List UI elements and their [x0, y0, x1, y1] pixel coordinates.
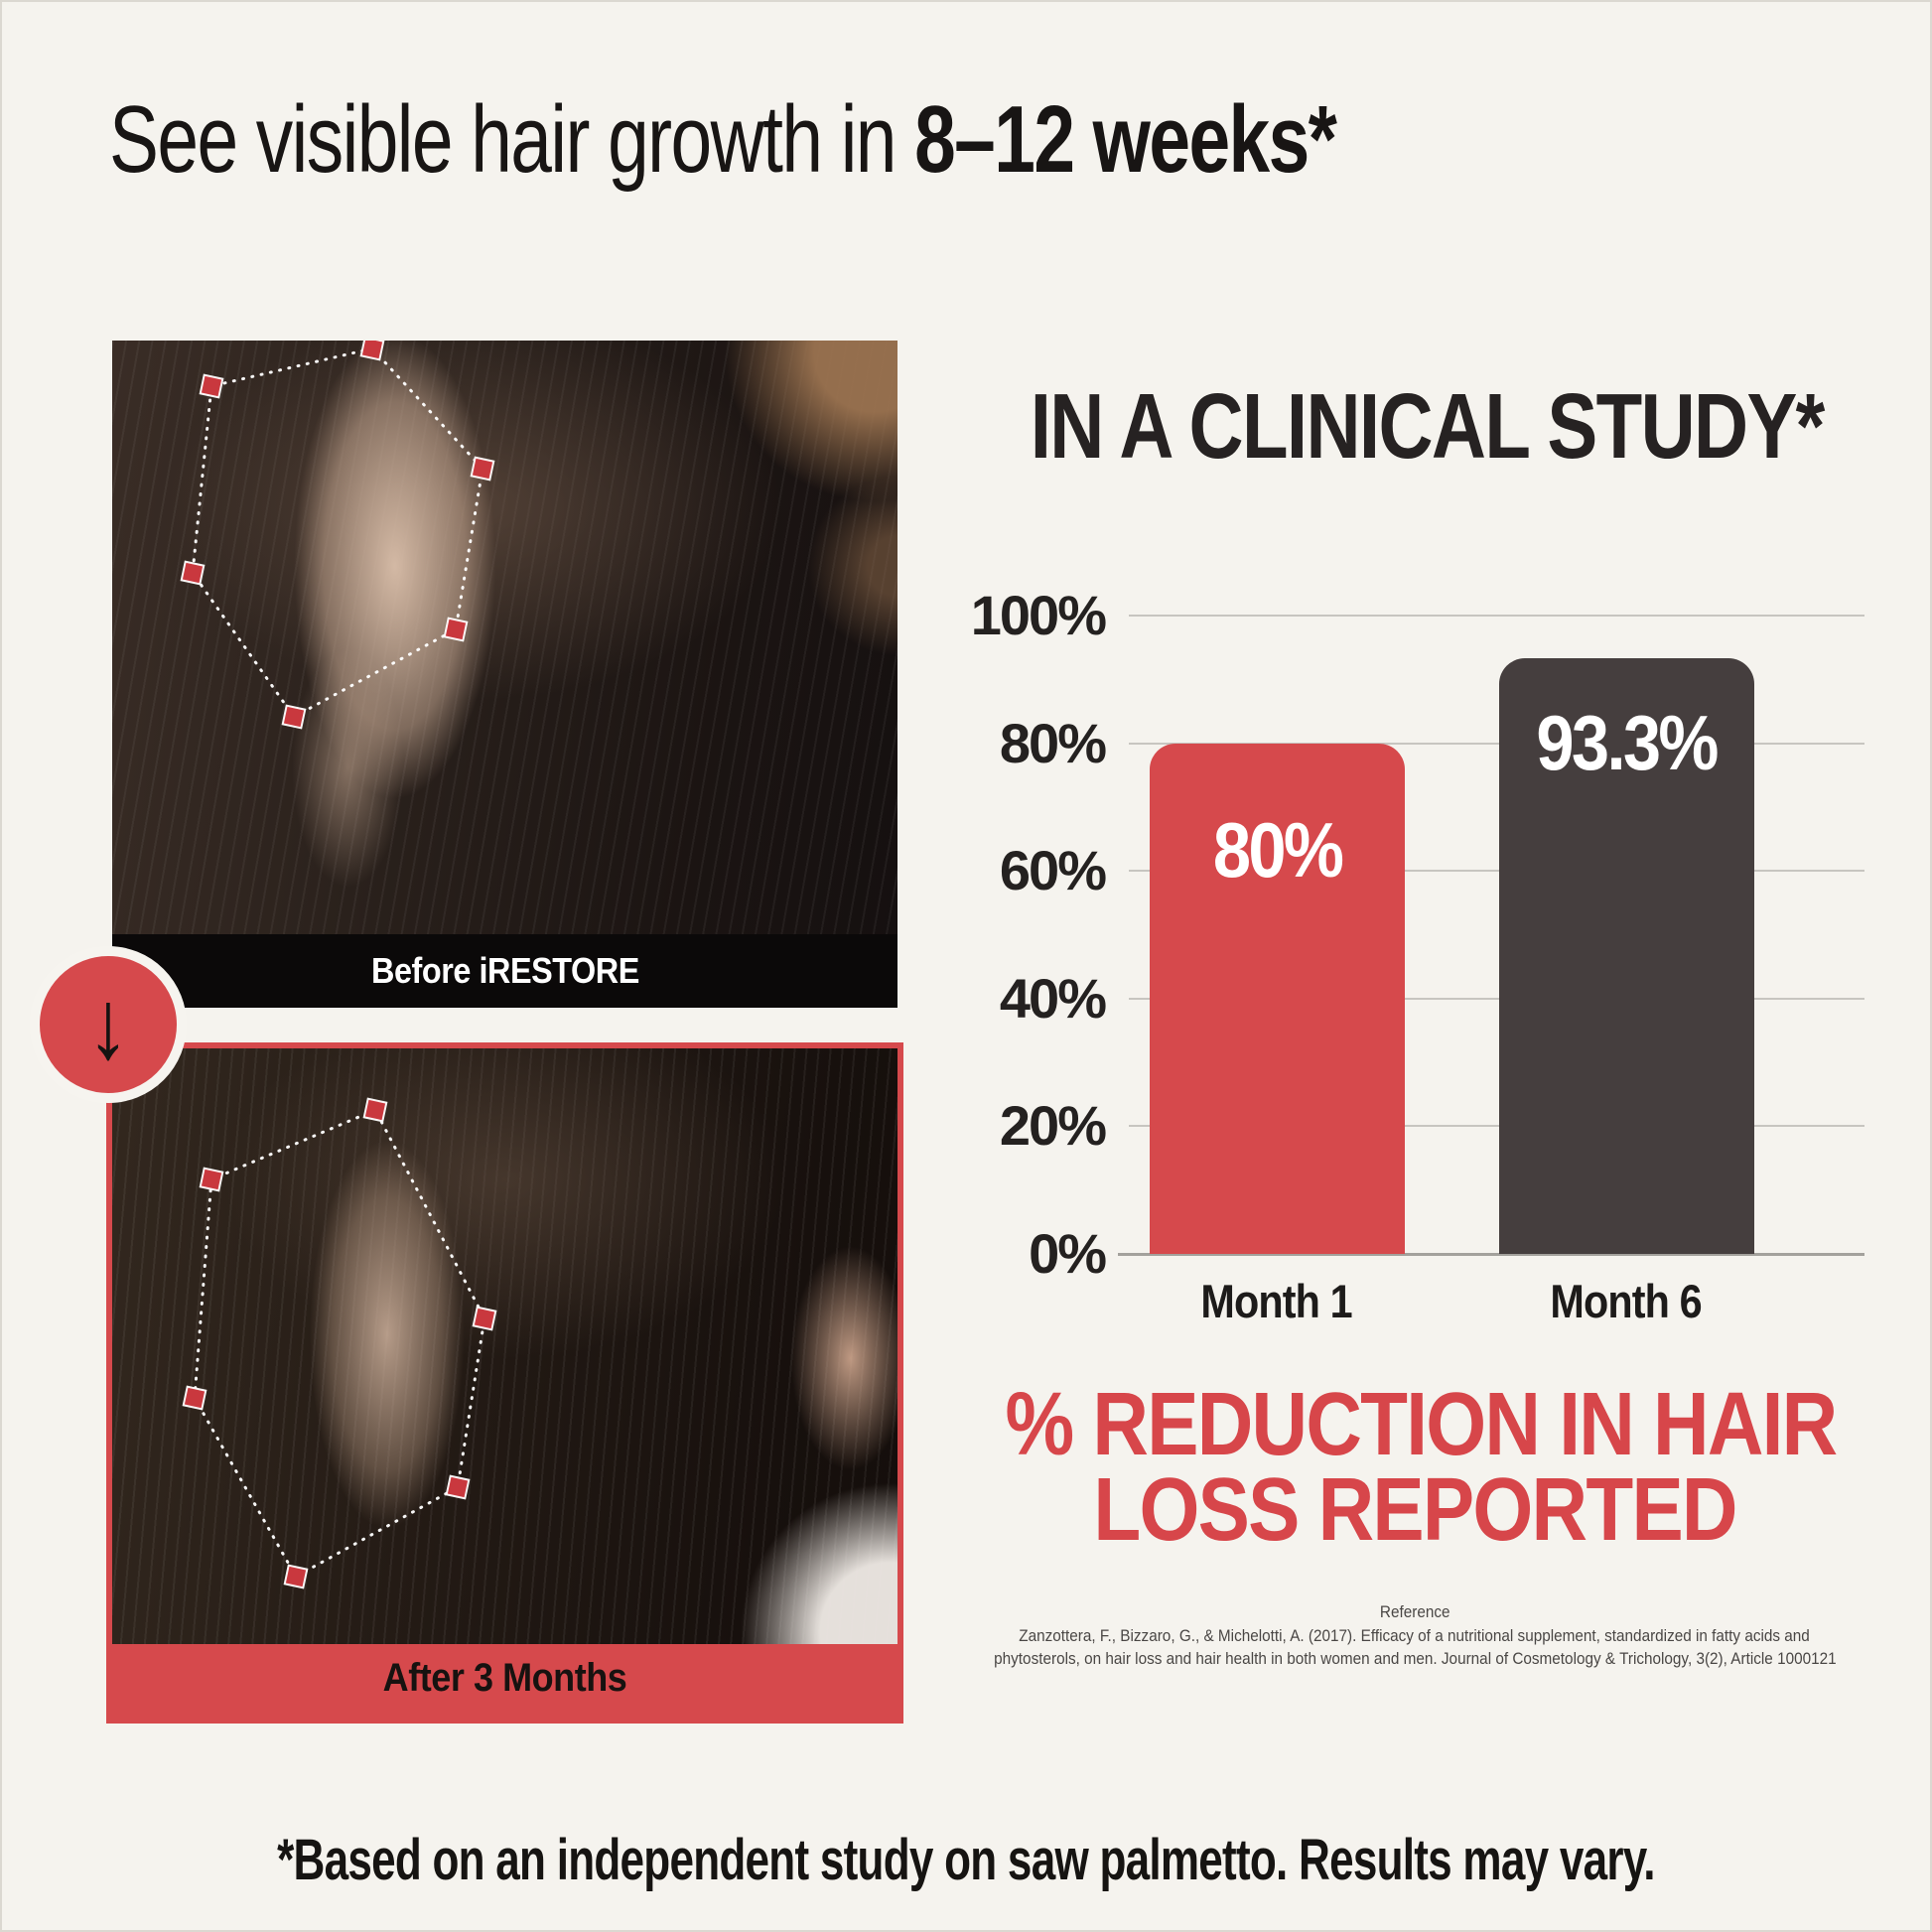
- ytick-40: 40%: [999, 967, 1107, 1030]
- bar-month-6-value: 93.3%: [1536, 699, 1720, 786]
- after-photo-frame: After 3 Months: [106, 1042, 903, 1724]
- scalp-vertex-marker: [180, 560, 206, 586]
- scalp-vertex-marker: [443, 617, 469, 642]
- gridline-100: [1129, 615, 1864, 617]
- ytick-20: 20%: [999, 1094, 1107, 1157]
- gridline-80: [1129, 743, 1864, 745]
- chart-caption-line1: % REDUCTION IN HAIR: [1005, 1375, 1839, 1474]
- bar-month-6: 93.3%: [1499, 658, 1754, 1254]
- after-caption-bar: After 3 Months: [112, 1644, 897, 1712]
- x-axis-line: [1118, 1253, 1864, 1256]
- xtick-month-6: Month 6: [1550, 1275, 1703, 1327]
- arrow-down-icon: ↓: [86, 969, 130, 1080]
- bar-month-1: 80%: [1150, 744, 1405, 1254]
- scalp-vertex-marker: [470, 456, 495, 482]
- ytick-0: 0%: [1029, 1222, 1107, 1285]
- chart-caption-line2: LOSS REPORTED: [1093, 1460, 1737, 1560]
- chart-title: IN A CLINICAL STUDY*: [1030, 374, 1826, 478]
- xtick-month-1: Month 1: [1200, 1275, 1353, 1327]
- reference-line2: phytosterols, on hair loss and hair heal…: [993, 1649, 1837, 1668]
- scalp-vertex-marker: [445, 1474, 471, 1500]
- after-scalp-outline: [182, 1097, 497, 1589]
- after-photo: [112, 1048, 897, 1644]
- reference-block: Reference Zanzottera, F., Bizzaro, G., &…: [943, 1600, 1886, 1671]
- scalp-vertex-marker: [199, 373, 224, 399]
- gridline-20: [1129, 1125, 1864, 1127]
- after-caption-label: After 3 Months: [382, 1655, 627, 1700]
- chart-caption: % REDUCTION IN HAIR LOSS REPORTED: [943, 1375, 1886, 1560]
- scalp-vertex-marker: [472, 1306, 497, 1331]
- before-caption-bar: Before iRESTORE: [112, 934, 897, 1008]
- page-title-regular: See visible hair growth in: [109, 86, 915, 193]
- ytick-80: 80%: [999, 712, 1107, 774]
- scalp-vertex-marker: [283, 1564, 309, 1589]
- ytick-100: 100%: [970, 584, 1107, 646]
- ytick-60: 60%: [999, 839, 1107, 901]
- before-photo: [112, 341, 897, 934]
- scalp-vertex-marker: [281, 704, 307, 730]
- before-caption-label: Before iRESTORE: [370, 950, 639, 991]
- page-title: See visible hair growth in 8–12 weeks*: [109, 85, 1896, 224]
- scalp-vertex-marker: [182, 1385, 207, 1411]
- gridline-40: [1129, 998, 1864, 1000]
- scalp-vertex-marker: [359, 341, 385, 361]
- bar-month-1-value: 80%: [1212, 806, 1344, 894]
- before-scalp-outline: [180, 341, 495, 730]
- gridline-60: [1129, 870, 1864, 872]
- before-after-arrow-badge: ↓: [30, 946, 187, 1103]
- reference-label: Reference: [1379, 1602, 1450, 1621]
- footer-disclaimer: *Based on an independent study on saw pa…: [277, 1828, 1655, 1892]
- page-title-bold: 8–12 weeks*: [914, 86, 1337, 193]
- scalp-vertex-marker: [199, 1167, 224, 1192]
- scalp-vertex-marker: [362, 1097, 388, 1123]
- reference-line1: Zanzottera, F., Bizzaro, G., & Michelott…: [1019, 1625, 1811, 1645]
